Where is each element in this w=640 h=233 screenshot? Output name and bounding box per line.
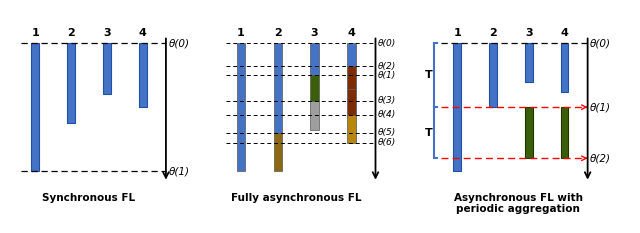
Bar	[489, 43, 497, 107]
Text: θ(1): θ(1)	[168, 166, 189, 176]
Bar	[561, 107, 568, 158]
Text: 1: 1	[454, 28, 461, 38]
Bar	[310, 75, 319, 101]
Bar	[310, 43, 319, 75]
Text: θ(2): θ(2)	[590, 153, 611, 163]
Text: Asynchronous FL with
periodic aggregation: Asynchronous FL with periodic aggregatio…	[454, 193, 582, 214]
Bar	[561, 43, 568, 92]
Bar	[525, 43, 532, 82]
Text: θ(0): θ(0)	[168, 38, 189, 48]
Bar	[310, 101, 319, 130]
Text: 2: 2	[67, 28, 75, 38]
Bar	[348, 115, 356, 143]
Bar	[348, 89, 356, 115]
Text: θ(3): θ(3)	[378, 96, 396, 105]
Text: 1: 1	[237, 28, 244, 38]
Bar	[453, 43, 461, 171]
Text: 2: 2	[489, 28, 497, 38]
Text: T: T	[424, 70, 433, 80]
Text: θ(2): θ(2)	[378, 62, 396, 71]
Text: θ(0): θ(0)	[590, 38, 611, 48]
Text: T: T	[424, 128, 433, 138]
Text: Fully asynchronous FL: Fully asynchronous FL	[231, 193, 362, 203]
Text: 3: 3	[525, 28, 532, 38]
Text: θ(4): θ(4)	[378, 110, 396, 119]
Bar	[525, 107, 532, 158]
Bar	[67, 43, 75, 123]
Text: Synchronous FL: Synchronous FL	[42, 193, 136, 203]
Bar	[139, 43, 147, 107]
Bar	[237, 43, 244, 171]
Text: θ(0): θ(0)	[378, 39, 396, 48]
Text: 3: 3	[310, 28, 318, 38]
Text: 2: 2	[274, 28, 282, 38]
Text: θ(1): θ(1)	[378, 71, 396, 80]
Text: 3: 3	[103, 28, 111, 38]
Bar	[273, 133, 282, 171]
Bar	[348, 66, 356, 89]
Text: θ(6): θ(6)	[378, 138, 396, 147]
Bar	[103, 43, 111, 94]
Text: 1: 1	[31, 28, 39, 38]
Text: 4: 4	[348, 28, 355, 38]
Text: 4: 4	[561, 28, 568, 38]
Bar	[348, 43, 356, 66]
Bar	[273, 43, 282, 133]
Text: θ(1): θ(1)	[590, 102, 611, 112]
Bar	[31, 43, 39, 171]
Text: 4: 4	[139, 28, 147, 38]
Text: θ(5): θ(5)	[378, 128, 396, 137]
